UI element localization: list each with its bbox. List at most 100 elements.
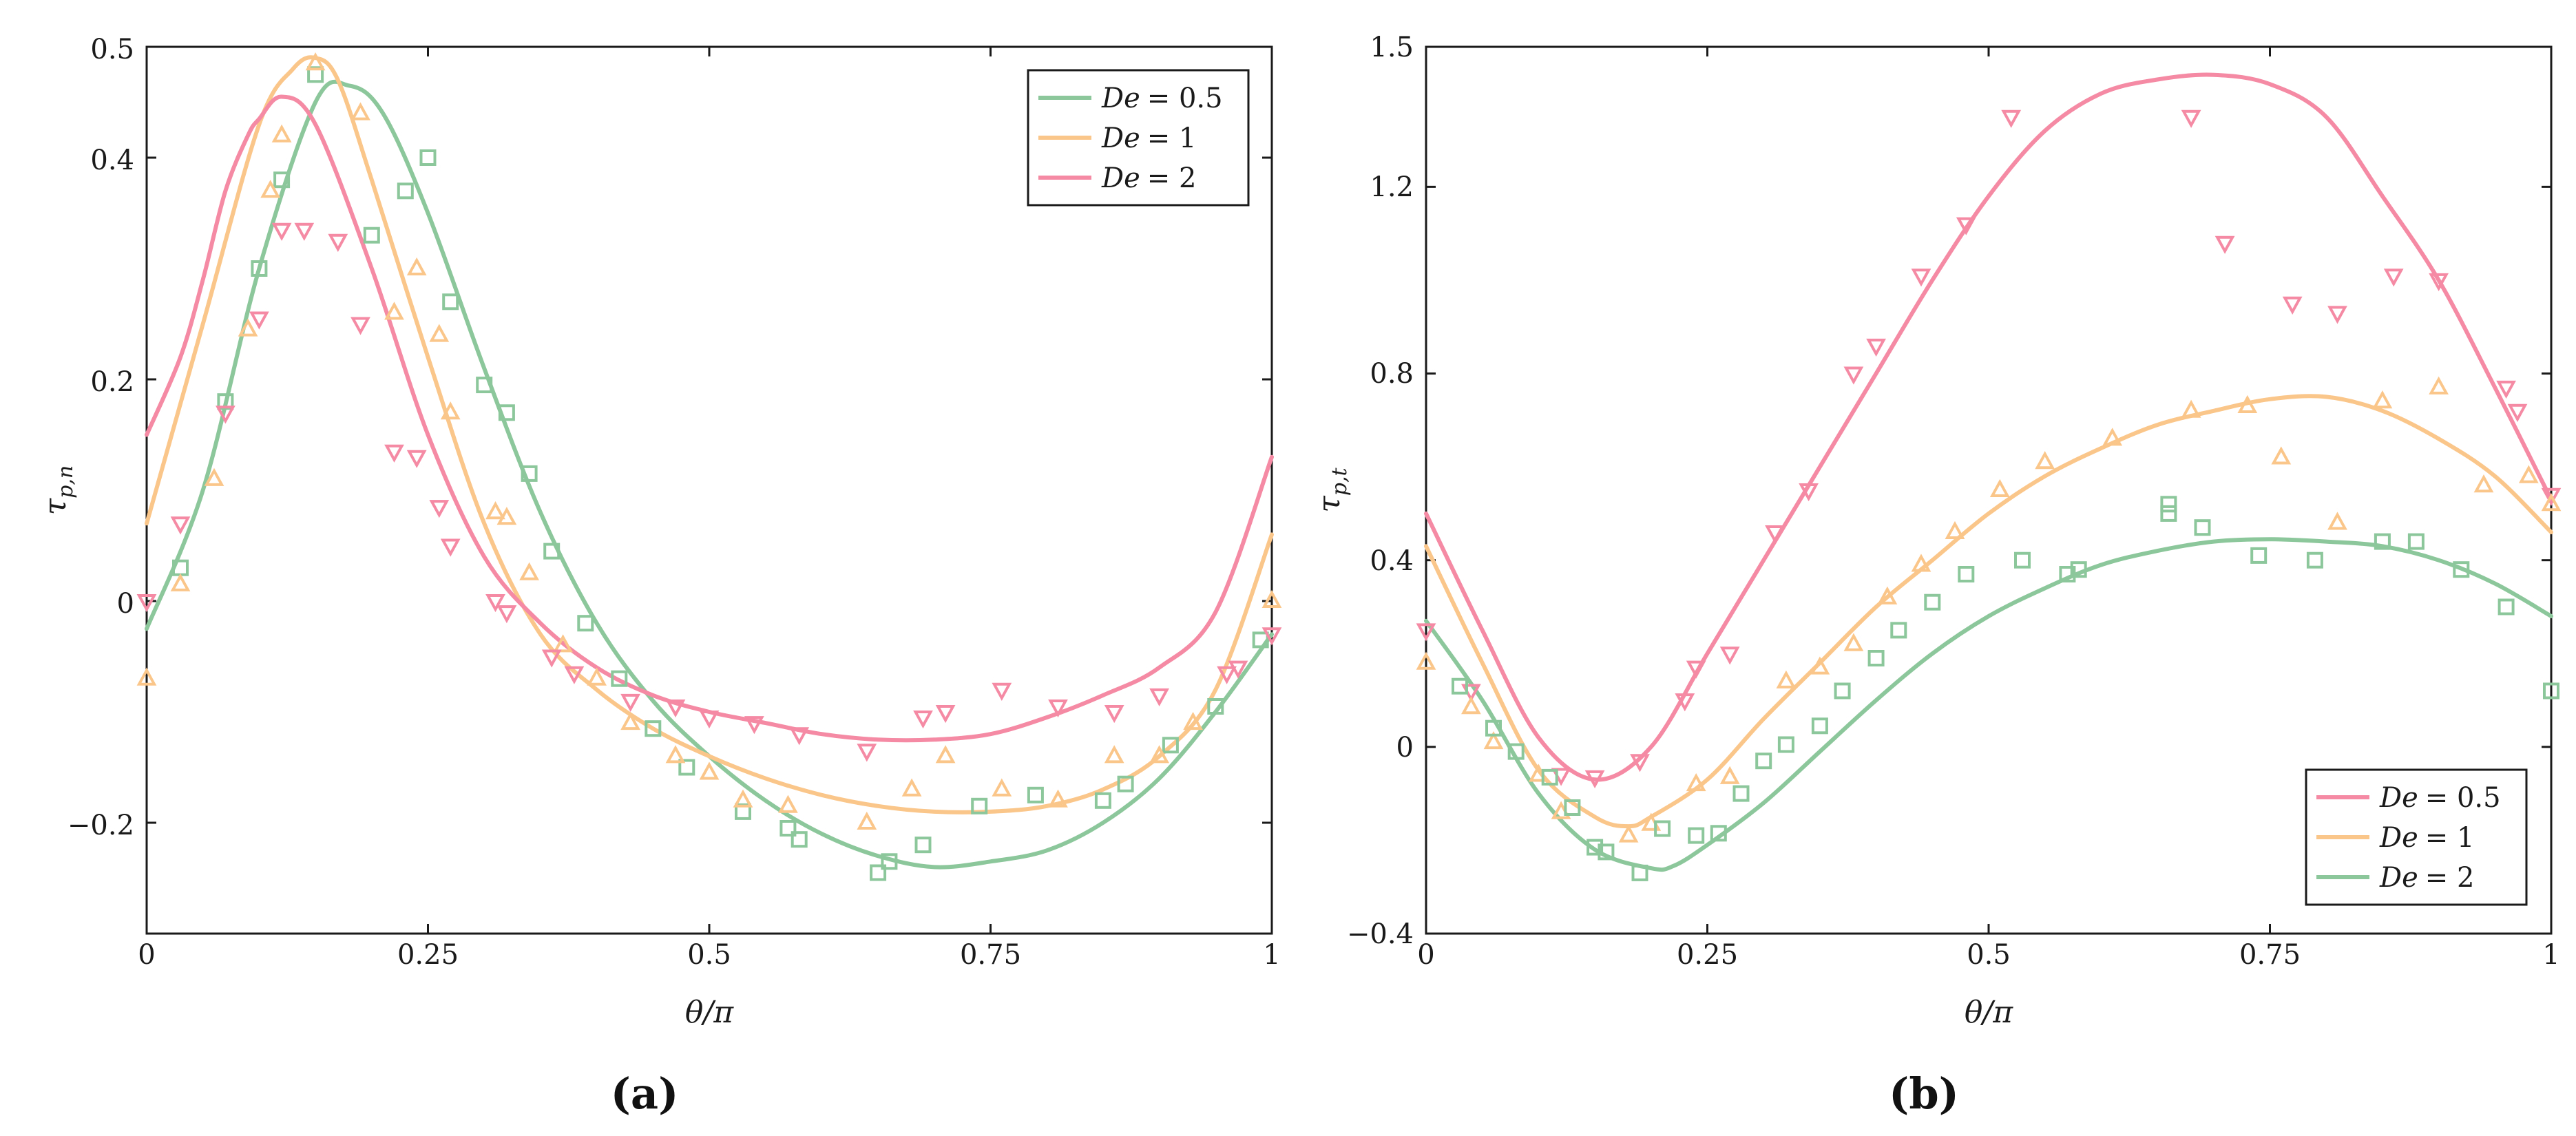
chart-b-series-1-point-17 [2102,428,2123,446]
chart-a-series-1-point-0 [136,667,157,686]
chart-b-series-2-point-31 [2498,598,2515,616]
chart-b-ytick-5: 1.5 [1370,32,1414,63]
chart-b-series-1-point-2 [1483,730,1504,750]
chart-a-series-2-point-2 [216,406,235,424]
chart-b-series-0-point-15 [2181,109,2201,128]
chart-a-series-2-point-27 [1149,688,1169,707]
chart-b-series-1-point-7 [1686,772,1706,792]
chart-b-series-2-point-30 [2453,561,2470,578]
chart-a-series-0-point-19 [790,831,808,848]
chart-b-series-2-line [1424,537,2553,872]
chart-b-series-1-point-26 [2541,493,2562,512]
chart-b-xlabel: θ/π [1965,995,2013,1030]
chart-a-series-1-point-23 [901,778,922,797]
chart-a-series-0-point-12 [543,543,561,560]
chart-b-series-0-point-0 [1416,623,1436,642]
chart-b-series-2-point-4 [1564,799,1581,816]
chart-a-series-1-point-2 [204,467,224,486]
chart-b-series-1-point-5 [1618,824,1639,843]
chart-a-series-2-point-22 [913,711,933,729]
chart-a-series-2-point-1 [170,516,191,535]
chart-b-xtick-1: 0.25 [1677,939,1738,971]
chart-b-series-2-point-0 [1452,677,1468,695]
chart-a-series-0-point-7 [419,149,437,166]
chart-a-series-0-point-16 [678,759,695,776]
chart-b-series-2-point-7 [1631,864,1648,881]
chart-b-xtick-4: 1 [2542,939,2559,971]
chart-a-series-1-point-6 [305,52,326,71]
chart-a-series-0-point-11 [521,465,538,482]
chart-b-series-0-point-5 [1675,693,1695,712]
chart-a-series-1-point-26 [1048,789,1068,808]
chart-a-ylabel: τp,n [38,465,78,515]
chart-b-xtick-3: 0.75 [2239,939,2301,971]
chart-b-series-0-point-19 [2383,269,2404,287]
chart-a-series-1-point-22 [857,811,877,830]
chart-a-series-2-point-18 [699,711,720,729]
chart-a-series-0-point-10 [498,404,515,421]
chart-b-series-2-point-9 [1688,827,1705,844]
chart-b-series-2-point-29 [2407,533,2425,550]
chart-a-series-2-point-12 [485,594,505,613]
chart-a-series-1-point-17 [620,711,640,730]
chart-b-series-0-point-11 [1866,338,1886,357]
chart-a-ytick-1: 0 [117,588,134,620]
chart-a-series-0-point-13 [577,615,594,632]
chart-b-series-2-point-20 [2014,551,2031,569]
chart-b-series-2-point-21 [2059,566,2076,582]
chart-a-series-0-point-3 [273,171,291,189]
chart-a-series-2-point-29 [1228,660,1248,679]
chart-b-series-1-point-15 [1989,478,2010,497]
chart-a-series-1-point-3 [238,318,258,337]
chart-a-series-0-point-2 [251,260,268,277]
chart-b-series-1-line [1424,394,2553,829]
chart-b-series-2-point-1 [1485,719,1502,737]
chart-b-series-1-point-0 [1416,651,1436,670]
chart-b-series-2-point-24 [2160,505,2177,522]
chart-b-series-2-point-17 [1890,622,1907,639]
chart-b-series-2-point-8 [1654,820,1671,837]
chart-b-series-0-point-18 [2327,306,2347,324]
chart-a: 0 0.25 0.5 0.75 1 −0.2 0 0.2 0.4 0.5 θ/π… [38,34,1282,1119]
chart-a-ytick-2: 0.2 [90,366,134,398]
chart-a-series-0-point-27 [1162,737,1179,754]
chart-b-series-1-point-1 [1461,696,1481,715]
chart-b-series-2-point-19 [1958,566,1975,582]
chart-b-tick-labels: 0 0.25 0.5 0.75 1 −0.4 0 0.4 0.8 1.2 1.5 [1347,32,2560,971]
chart-a-series-1-point-10 [429,324,450,342]
chart-a-series-2-point-8 [384,444,404,463]
chart-b-series-1-point-19 [2237,395,2258,413]
chart-a-series-1-point-15 [553,634,573,653]
chart-a-series-2-point-6 [328,233,348,252]
chart-b-ytick-3: 0.8 [1370,358,1414,390]
chart-b-xtick-0: 0 [1417,939,1434,971]
chart-b-series-2-point-27 [2306,551,2323,569]
chart-a-series-2-point-17 [665,700,686,718]
chart-a-series-0-point-26 [1117,775,1134,792]
chart-a-legend-label-1: De = 1 [1101,123,1196,154]
chart-a-series-0-line [145,79,1274,870]
chart-a-legend-label-0: De = 0.5 [1101,83,1223,114]
chart-a-series-1-point-11 [440,401,461,420]
chart-b-series-1-point-21 [2327,512,2347,530]
chart-b-series-0-point-20 [2429,273,2449,292]
chart-b-legend-label-2: De = 2 [2379,862,2474,894]
chart-b-series-2-point-3 [1541,768,1558,786]
chart-a-series-2-point-28 [1217,666,1237,684]
chart-a-series-1-point-8 [384,302,404,320]
chart-b-ylabel-main: τ [1312,496,1347,513]
chart-b-legend-label-0: De = 0.5 [2379,782,2501,814]
chart-a-series-0-point-25 [1094,792,1111,809]
chart-a-series-2-point-30 [1261,627,1282,646]
chart-a-series-2-point-15 [564,666,585,684]
chart-a-series-2-point-23 [935,705,956,724]
chart-b-series-1-point-23 [2429,376,2449,395]
chart-a-ylabel-sub: p,n [54,465,78,498]
chart-a-ytick-3: 0.4 [90,145,134,176]
chart-a-xtick-0: 0 [138,939,155,971]
chart-b-series-1-point-18 [2181,399,2201,418]
chart-a-series-0-point-23 [971,797,988,814]
chart-a-series-1-point-1 [170,573,191,591]
chart-b-series-0-point-23 [2541,487,2562,506]
